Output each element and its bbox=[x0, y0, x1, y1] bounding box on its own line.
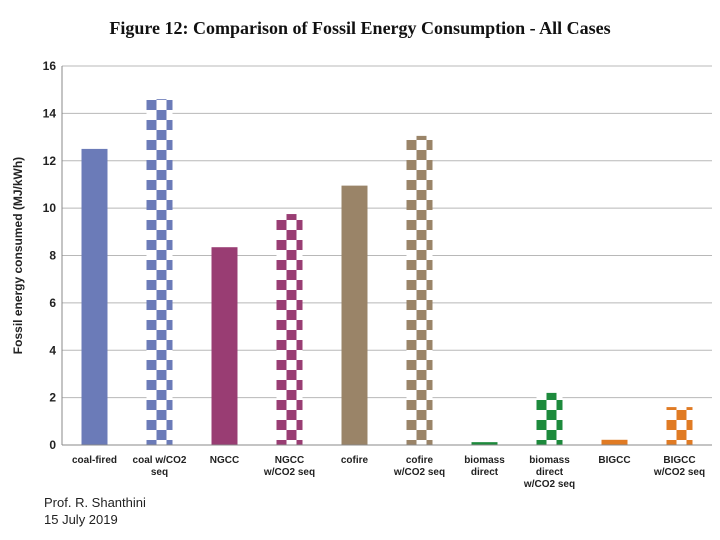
bar bbox=[276, 214, 303, 445]
bar bbox=[211, 247, 238, 445]
bar bbox=[471, 442, 498, 445]
grid-layer bbox=[62, 65, 712, 399]
y-tick-label: 16 bbox=[43, 59, 57, 73]
x-tick-label: cofire w/CO2 seq bbox=[393, 455, 445, 478]
bar bbox=[146, 99, 173, 445]
y-tick-label: 8 bbox=[49, 249, 56, 263]
footer-date: 15 July 2019 bbox=[44, 512, 118, 527]
bar bbox=[666, 407, 693, 445]
bar bbox=[341, 185, 368, 445]
x-tick-label: cofire bbox=[341, 455, 369, 466]
x-tick-label: NGCC bbox=[210, 455, 239, 466]
bar bbox=[81, 148, 108, 445]
footer-author: Prof. R. Shanthini bbox=[44, 495, 146, 510]
y-tick-label: 4 bbox=[49, 343, 56, 357]
x-tick-label: BIGCC bbox=[598, 455, 630, 466]
y-tick-label: 10 bbox=[43, 201, 57, 215]
x-tick-label: BIGCC w/CO2 seq bbox=[653, 455, 705, 478]
axis-layer bbox=[61, 66, 712, 446]
y-tick-label: 12 bbox=[43, 154, 57, 168]
y-axis-title: Fossil energy consumed (MJ/kWh) bbox=[11, 157, 25, 354]
y-tick-label: 0 bbox=[49, 438, 56, 452]
bar bbox=[406, 135, 433, 446]
bar bbox=[601, 439, 628, 445]
label-layer: 0 2 4 6 8 10 12 14 16 Fossil energy consumed (MJ/… bbox=[11, 59, 705, 490]
chart-title: Figure 12: Comparison of Fossil Energy C… bbox=[109, 18, 611, 38]
x-tick-label: biomass direct w/CO2 seq bbox=[523, 455, 575, 490]
bar bbox=[536, 392, 563, 445]
x-tick-label: coal-fired bbox=[72, 455, 117, 466]
bar-layer bbox=[81, 99, 693, 446]
footer: Prof. R. Shanthini 15 July 2019 bbox=[44, 494, 146, 528]
y-tick-label: 6 bbox=[49, 296, 56, 310]
x-tick-label: coal w/CO2 seq bbox=[133, 455, 187, 478]
x-tick-label: biomass direct bbox=[464, 455, 505, 478]
x-tick-label: NGCC w/CO2 seq bbox=[263, 455, 315, 478]
y-tick-label: 14 bbox=[43, 106, 57, 120]
y-tick-label: 2 bbox=[49, 391, 56, 405]
